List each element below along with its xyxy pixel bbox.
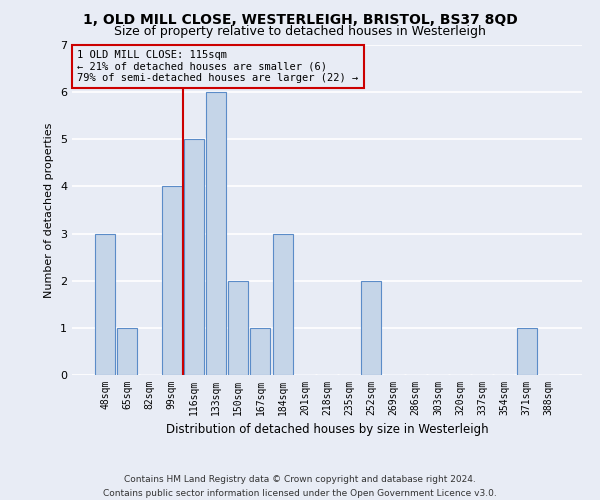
Text: Contains HM Land Registry data © Crown copyright and database right 2024.
Contai: Contains HM Land Registry data © Crown c…: [103, 476, 497, 498]
Bar: [517, 328, 536, 375]
Bar: [118, 328, 137, 375]
Bar: [250, 328, 271, 375]
Bar: [162, 186, 182, 375]
Bar: [206, 92, 226, 375]
Bar: [184, 140, 204, 375]
Text: Size of property relative to detached houses in Westerleigh: Size of property relative to detached ho…: [114, 25, 486, 38]
Bar: [272, 234, 293, 375]
Bar: [361, 280, 382, 375]
X-axis label: Distribution of detached houses by size in Westerleigh: Distribution of detached houses by size …: [166, 424, 488, 436]
Text: 1 OLD MILL CLOSE: 115sqm
← 21% of detached houses are smaller (6)
79% of semi-de: 1 OLD MILL CLOSE: 115sqm ← 21% of detach…: [77, 50, 358, 83]
Y-axis label: Number of detached properties: Number of detached properties: [44, 122, 55, 298]
Bar: [95, 234, 115, 375]
Text: 1, OLD MILL CLOSE, WESTERLEIGH, BRISTOL, BS37 8QD: 1, OLD MILL CLOSE, WESTERLEIGH, BRISTOL,…: [83, 12, 517, 26]
Bar: [228, 280, 248, 375]
